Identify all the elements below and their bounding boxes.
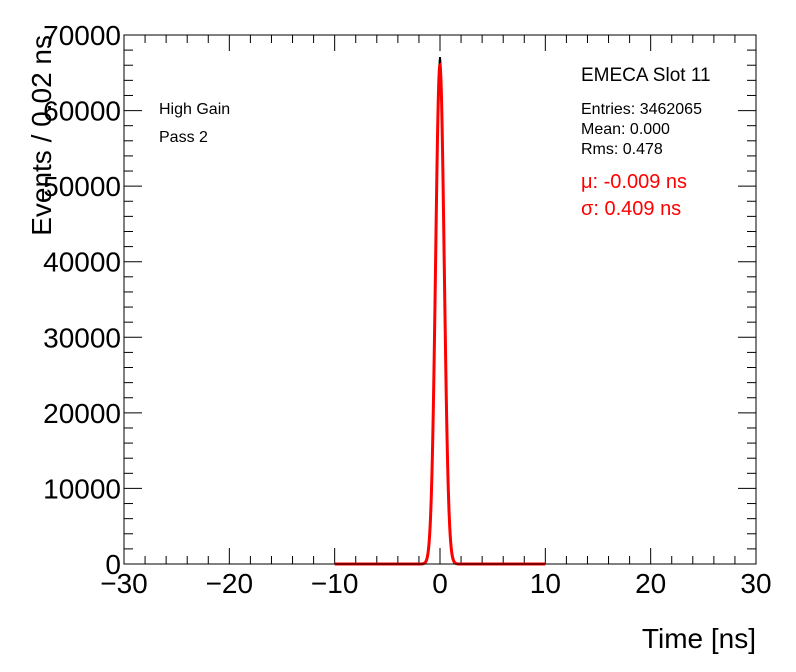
y-tick-label: 40000 xyxy=(43,247,121,278)
x-tick-labels: −30 −20 −10 0 10 20 30 xyxy=(100,568,771,599)
x-tick-label: −10 xyxy=(311,568,359,599)
y-tick-label: 60000 xyxy=(43,96,121,127)
y-tick-labels: 0 10000 20000 30000 40000 50000 60000 70000 xyxy=(43,20,121,580)
stats-entries: Entries: 3462065 xyxy=(581,101,702,118)
x-axis-title: Time [ns] xyxy=(642,623,756,654)
stats-title: EMECA Slot 11 xyxy=(581,65,711,86)
y-tick-label: 0 xyxy=(105,549,121,580)
y-tick-label: 30000 xyxy=(43,322,121,353)
plot-frame xyxy=(123,34,757,565)
y-tick-label: 70000 xyxy=(43,20,121,51)
axis-ticks xyxy=(123,34,757,565)
annotation-high-gain: High Gain xyxy=(159,101,230,118)
y-tick-label: 50000 xyxy=(43,171,121,202)
fit-mu: μ: -0.009 ns xyxy=(581,171,687,193)
x-tick-label: −30 xyxy=(100,568,148,599)
x-tick-label: 30 xyxy=(740,568,771,599)
x-tick-label: 0 xyxy=(432,568,448,599)
x-tick-label: 10 xyxy=(530,568,561,599)
stats-rms: Rms: 0.478 xyxy=(581,141,663,158)
y-tick-label: 20000 xyxy=(43,398,121,429)
y-axis-title: Events / 0.02 ns xyxy=(26,35,57,236)
x-tick-label: −20 xyxy=(206,568,254,599)
annotation-pass: Pass 2 xyxy=(159,129,208,146)
x-tick-label: 20 xyxy=(635,568,666,599)
y-tick-label: 10000 xyxy=(43,473,121,504)
fit-sigma: σ: 0.409 ns xyxy=(581,198,681,220)
stats-mean: Mean: 0.000 xyxy=(581,121,670,138)
